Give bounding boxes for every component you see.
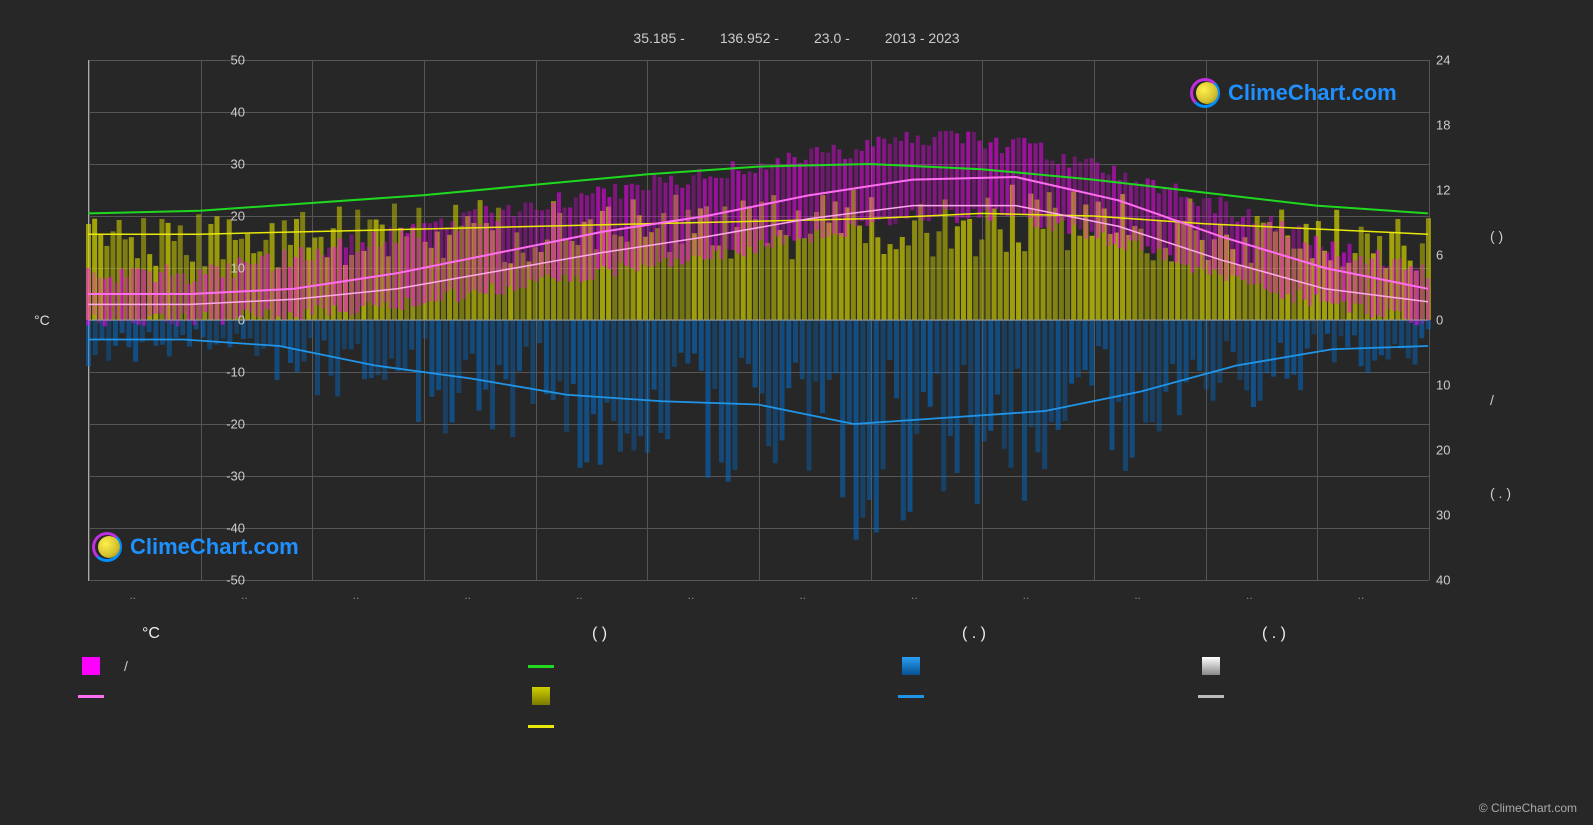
- logo-icon: [1190, 78, 1220, 108]
- swatch-square: [902, 657, 920, 675]
- right-axis-paren-bot: ( . ): [1490, 485, 1511, 501]
- legend-col-4: ( . ): [1190, 625, 1510, 711]
- legend-item: /: [70, 651, 390, 681]
- meta-years: 2013 - 2023: [885, 30, 960, 46]
- legend-item: [70, 681, 390, 711]
- brand-text: ClimeChart.com: [1228, 80, 1397, 106]
- legend-head-temp: °C: [70, 625, 390, 643]
- swatch-square: [1202, 657, 1220, 675]
- watermark-top: ClimeChart.com: [1190, 78, 1397, 108]
- left-axis-label: °C: [34, 312, 50, 328]
- swatch-line: [528, 665, 554, 668]
- meta-lat: 35.185 -: [633, 30, 684, 46]
- swatch-square: [82, 657, 100, 675]
- chart-svg: [88, 60, 1428, 580]
- swatch-line: [898, 695, 924, 698]
- chart-root: 35.185 - 136.952 - 23.0 - 2013 - 2023 °C…: [0, 0, 1593, 825]
- brand-text: ClimeChart.com: [130, 534, 299, 560]
- right-axis-paren-top: ( ): [1490, 228, 1503, 244]
- meta-lon: 136.952 -: [720, 30, 779, 46]
- swatch-line: [1198, 695, 1224, 698]
- logo-icon: [92, 532, 122, 562]
- swatch-line: [528, 725, 554, 728]
- legend-col-2: ( ): [520, 625, 840, 741]
- legend-head-3: ( . ): [890, 625, 1210, 643]
- legend-col-3: ( . ): [890, 625, 1210, 711]
- right-axis-slash: /: [1490, 392, 1494, 408]
- header-meta: 35.185 - 136.952 - 23.0 - 2013 - 2023: [0, 30, 1593, 46]
- legend-head-4: ( . ): [1190, 625, 1510, 643]
- meta-elev: 23.0 -: [814, 30, 850, 46]
- swatch-line: [78, 695, 104, 698]
- swatch-square: [532, 687, 550, 705]
- copyright-text: © ClimeChart.com: [1479, 801, 1577, 815]
- legend-head-2: ( ): [520, 625, 840, 643]
- legend-col-temp: °C /: [70, 625, 390, 711]
- legend-text: /: [124, 658, 128, 674]
- watermark-bottom: ClimeChart.com: [92, 532, 299, 562]
